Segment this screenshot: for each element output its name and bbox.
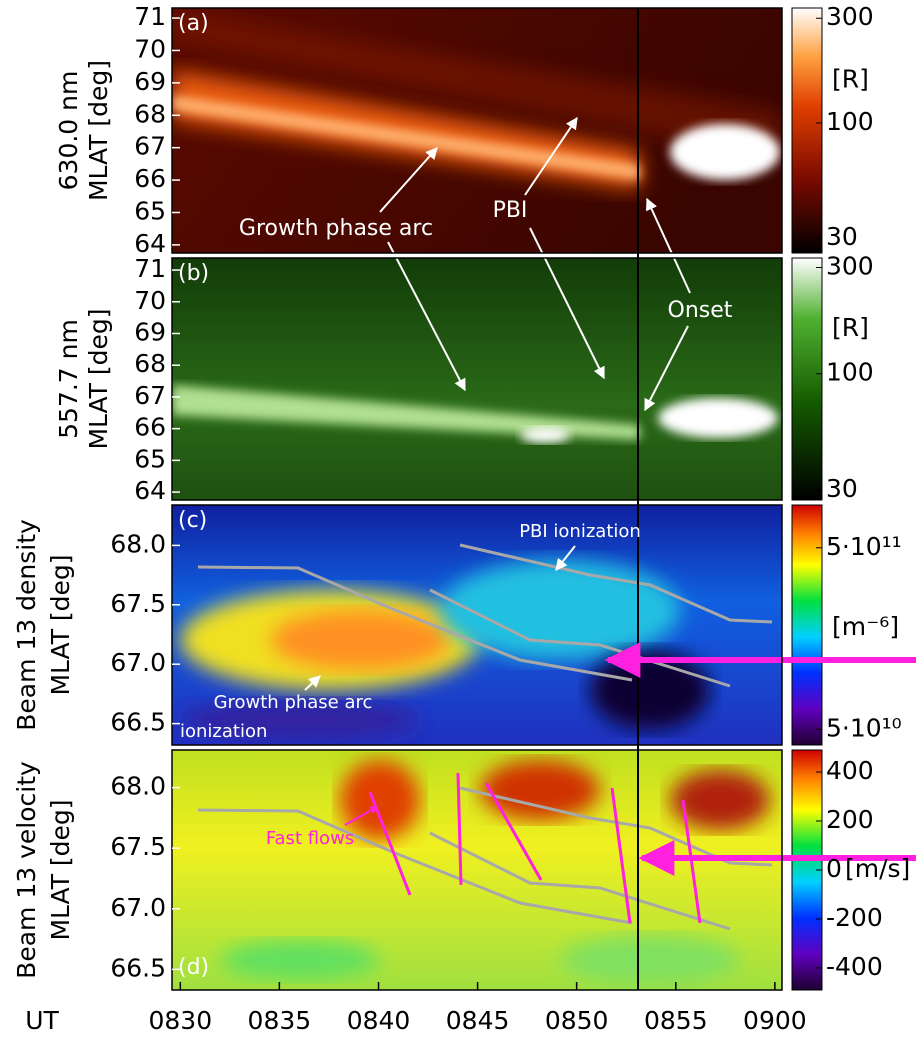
colorbar-tick-label: 300 [826,2,874,31]
y-tick-label: 64 [134,476,166,505]
x-tick-label: 0845 [446,1006,510,1035]
y-tick-label: 67.0 [110,648,166,677]
panel-frame [171,257,783,501]
annotation: ionization [180,721,267,742]
y-tick-label: 66.5 [110,953,166,982]
y-tick-label: 71 [134,2,166,31]
y-tick-label: 68.0 [110,772,166,801]
colorbar-unit: [m⁻⁶] [832,612,899,641]
x-tick-label: 0855 [644,1006,708,1035]
velocity-map [172,750,782,990]
panel-frame [171,504,783,746]
colorbar-tick-label: 5·10¹¹ [826,532,902,561]
x-tick-label: 0835 [248,1006,312,1035]
y-tick-label: 69 [134,67,166,96]
panel-label: (d) [178,955,209,980]
colorbar-tick-label: 100 [826,358,874,387]
colorbar-unit: [m/s] [845,854,910,883]
x-tick-label: 0840 [347,1006,411,1035]
colorbar-tick-label: 100 [826,107,874,136]
annotation: Growth phase arc [214,692,373,713]
y-tick-label: 64 [134,229,166,258]
y-tick-label: 68.0 [110,529,166,558]
x-tick-label: 0830 [149,1006,213,1035]
density-map [172,505,782,745]
y-tick-label: 66.5 [110,708,166,737]
colorbar-tick-label: 200 [826,805,874,834]
y-tick-label: 70 [134,34,166,63]
annotation: Growth phase arc [239,216,433,241]
y-axis-label: MLAT [deg] [84,60,113,201]
y-tick-label: 70 [134,286,166,315]
keogram-557 [172,258,782,500]
keogram-630 [172,8,782,253]
y-tick-label: 67 [134,381,166,410]
panel-frame [171,7,783,254]
x-tick-label: 0850 [545,1006,609,1035]
y-axis-label: Beam 13 density [12,519,41,731]
x-tick-label: 0900 [743,1006,807,1035]
colorbar-tick-label: 300 [826,252,874,281]
y-axis-label: MLAT [deg] [84,308,113,449]
panel-label: (b) [178,261,209,286]
y-tick-label: 67.5 [110,832,166,861]
colorbar-tick-label: 5·10¹⁰ [826,713,902,742]
y-axis-label: MLAT [deg] [46,799,75,940]
y-axis-label: Beam 13 velocity [12,761,41,979]
colorbar-tick-label: 0 [826,854,842,883]
annotation: PBI ionization [519,521,641,542]
colorbar [791,257,823,501]
colorbar-unit: [R] [832,313,869,342]
annotation: PBI [493,198,528,223]
y-tick-label: 67 [134,132,166,161]
colorbar-tick-label: -200 [826,903,883,932]
colorbar [791,7,823,254]
colorbar-tick-label: 30 [826,474,858,503]
fast-flow-lines [368,772,702,924]
y-tick-label: 66 [134,164,166,193]
y-tick-label: 71 [134,254,166,283]
colorbar-tick-label: -400 [826,952,883,981]
annotation: Onset [668,298,733,323]
colorbar-tick-label: 400 [826,756,874,785]
panel-label: (a) [178,11,209,36]
y-tick-label: 66 [134,413,166,442]
y-axis-label: MLAT [deg] [46,554,75,695]
y-tick-label: 69 [134,317,166,346]
annotation: Fast flows [266,828,354,849]
colorbar-unit: [R] [832,65,869,94]
y-tick-label: 68 [134,349,166,378]
x-axis-label: UT [25,1006,59,1035]
y-axis-label: 630.0 nm [54,71,83,191]
y-tick-label: 65 [134,444,166,473]
panel-label: (c) [178,508,207,533]
y-tick-label: 68 [134,99,166,128]
y-tick-label: 67.5 [110,589,166,618]
colorbar-tick-label: 30 [826,222,858,251]
y-axis-label: 557.7 nm [54,319,83,439]
annotation-arrow [344,806,379,826]
y-tick-label: 67.0 [110,893,166,922]
y-tick-label: 65 [134,196,166,225]
colorbar [791,504,823,746]
